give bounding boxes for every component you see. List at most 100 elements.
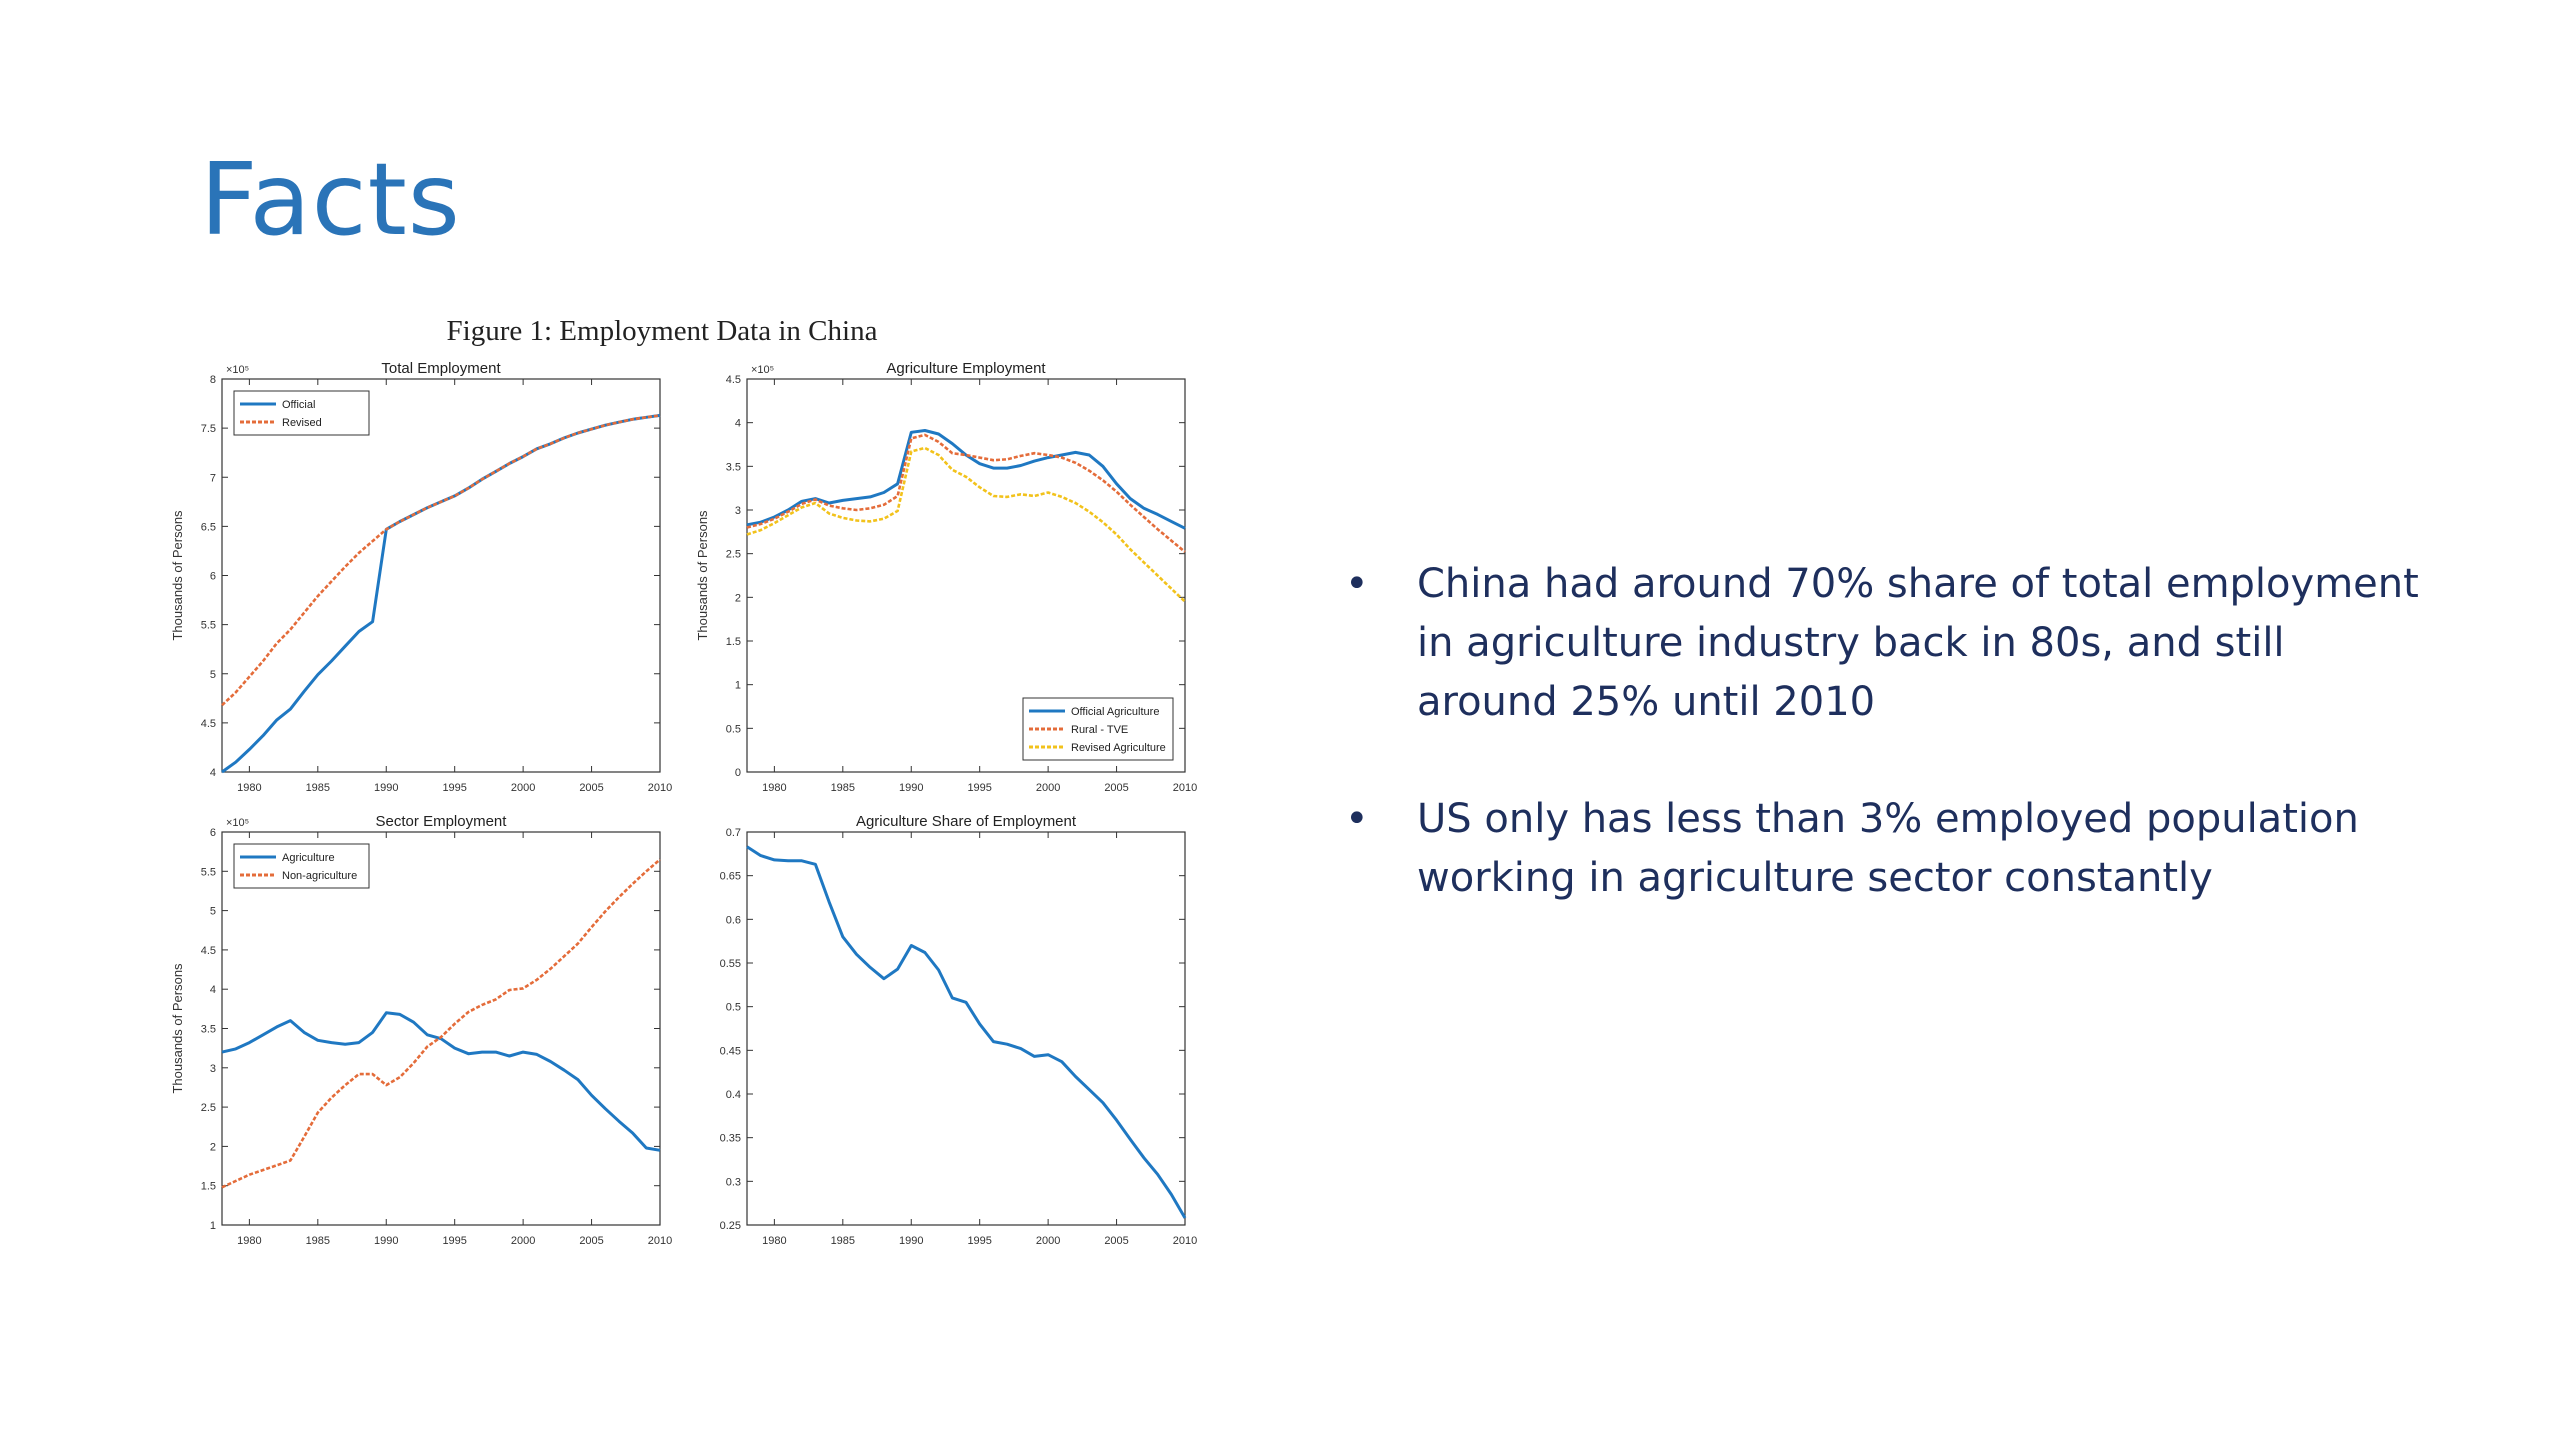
x-tick-label: 2005 — [579, 1235, 603, 1247]
plot-frame — [746, 378, 1186, 773]
x-tick-label: 1995 — [442, 1235, 466, 1247]
y-tick-label: 4 — [210, 984, 216, 996]
x-tick-label: 1995 — [967, 782, 991, 794]
x-tick-label: 2005 — [1104, 1235, 1128, 1247]
y-axis-label: Thousands of Persons — [170, 963, 185, 1094]
exponent-label: ×10⁵ — [751, 364, 774, 376]
x-tick-label: 2010 — [648, 1235, 672, 1247]
y-tick-label: 0.6 — [726, 914, 741, 926]
x-tick-label: 2000 — [511, 1235, 535, 1247]
x-tick-label: 2010 — [1173, 1235, 1197, 1247]
charts-root: Total Employment ×10⁵ Thousands of Persons… — [170, 360, 1197, 1247]
x-tick-label: 1990 — [899, 782, 923, 794]
x-tick-label: 1995 — [442, 782, 466, 794]
legend-entry: Official — [282, 399, 315, 411]
chart-title: Sector Employment — [376, 813, 508, 830]
series-line-non-agriculture — [221, 858, 661, 1189]
x-tick-label: 2005 — [1104, 782, 1128, 794]
chart-0: Total Employment ×10⁵ Thousands of Persons… — [170, 360, 672, 794]
x-tick-label: 1985 — [306, 782, 330, 794]
y-tick-label: 0.3 — [726, 1176, 741, 1188]
chart-3: Agriculture Share of Employment 0.25 0.3 0.… — [720, 813, 1198, 1247]
x-tick-label: 2000 — [1036, 782, 1060, 794]
exponent-label: ×10⁵ — [226, 817, 249, 829]
x-tick-label: 2010 — [648, 782, 672, 794]
x-tick-label: 1990 — [374, 1235, 398, 1247]
chart-title: Agriculture Share of Employment — [856, 813, 1077, 830]
x-tick-label: 1985 — [831, 1235, 855, 1247]
y-tick-label: 6 — [210, 571, 216, 583]
legend-box — [233, 390, 370, 436]
y-tick-label: 0.4 — [726, 1089, 741, 1101]
x-tick-label: 1980 — [237, 782, 261, 794]
y-tick-label: 0.45 — [720, 1045, 741, 1057]
x-tick-label: 1995 — [967, 1235, 991, 1247]
figure-title: Figure 1: Employment Data in China — [447, 315, 878, 347]
exponent-label: ×10⁵ — [226, 364, 249, 376]
legend-entry: Revised Agriculture — [1071, 742, 1166, 754]
y-tick-label: 8 — [210, 374, 216, 386]
y-tick-label: 0.5 — [726, 723, 741, 735]
series-line-official-agriculture — [746, 429, 1186, 530]
y-axis-label: Thousands of Persons — [170, 510, 185, 641]
y-tick-label: 2.5 — [201, 1102, 216, 1114]
chart-title: Total Employment — [381, 360, 501, 377]
legend-entry: Revised — [282, 417, 322, 429]
y-tick-label: 2.5 — [726, 549, 741, 561]
legend-entry: Official Agriculture — [1071, 706, 1159, 718]
y-tick-label: 0 — [735, 767, 741, 779]
y-tick-label: 3 — [210, 1063, 216, 1075]
y-tick-label: 5.5 — [201, 866, 216, 878]
series-line-official — [221, 413, 661, 774]
legend-entry: Agriculture — [282, 852, 335, 864]
x-tick-label: 1985 — [306, 1235, 330, 1247]
x-tick-label: 2010 — [1173, 782, 1197, 794]
y-tick-label: 1 — [210, 1220, 216, 1232]
y-tick-label: 4.5 — [201, 945, 216, 957]
y-tick-label: 4.5 — [726, 374, 741, 386]
x-tick-label: 2000 — [1036, 1235, 1060, 1247]
y-tick-label: 0.25 — [720, 1220, 741, 1232]
y-tick-label: 5.5 — [201, 620, 216, 632]
bullet-text: China had around 70% share of total empl… — [1417, 561, 2419, 725]
x-tick-label: 1990 — [899, 1235, 923, 1247]
bullet-item: • US only has less than 3% employed popu… — [1345, 790, 2425, 908]
series-line-share — [746, 845, 1187, 1219]
bullet-list: • China had around 70% share of total em… — [1345, 555, 2425, 966]
y-tick-label: 6.5 — [201, 521, 216, 533]
series-line-revised — [221, 414, 661, 707]
y-tick-label: 4 — [210, 767, 216, 779]
x-tick-label: 1980 — [237, 1235, 261, 1247]
y-tick-label: 5 — [210, 669, 216, 681]
x-tick-label: 1985 — [831, 782, 855, 794]
x-tick-label: 1980 — [762, 1235, 786, 1247]
chart-2: Sector Employment ×10⁵ Thousands of Person… — [170, 813, 672, 1247]
slide-title: Facts — [200, 141, 461, 258]
y-tick-label: 7 — [210, 472, 216, 484]
y-tick-label: 2 — [735, 592, 741, 604]
x-tick-label: 2005 — [579, 782, 603, 794]
plot-frame — [221, 831, 661, 1226]
y-tick-label: 1 — [735, 680, 741, 692]
y-tick-label: 0.7 — [726, 827, 741, 839]
y-tick-label: 4.5 — [201, 718, 216, 730]
y-tick-label: 7.5 — [201, 423, 216, 435]
plot-frame — [746, 831, 1186, 1226]
legend-entry: Non-agriculture — [282, 870, 357, 882]
series-line-revised-agriculture — [746, 446, 1186, 603]
bullet-dot: • — [1345, 796, 1369, 842]
y-tick-label: 2 — [210, 1141, 216, 1153]
bullet-text: US only has less than 3% employed popula… — [1417, 796, 2359, 901]
bullet-item: • China had around 70% share of total em… — [1345, 555, 2425, 732]
legend-entry: Rural - TVE — [1071, 724, 1128, 736]
y-tick-label: 1.5 — [201, 1181, 216, 1193]
y-tick-label: 1.5 — [726, 636, 741, 648]
y-tick-label: 6 — [210, 827, 216, 839]
legend-box — [233, 843, 370, 889]
y-tick-label: 5 — [210, 906, 216, 918]
y-tick-label: 3 — [735, 505, 741, 517]
chart-1: Agriculture Employment ×10⁵ Thousands of P… — [695, 360, 1197, 794]
series-line-agriculture — [221, 1011, 661, 1152]
y-tick-label: 0.55 — [720, 958, 741, 970]
x-tick-label: 1990 — [374, 782, 398, 794]
